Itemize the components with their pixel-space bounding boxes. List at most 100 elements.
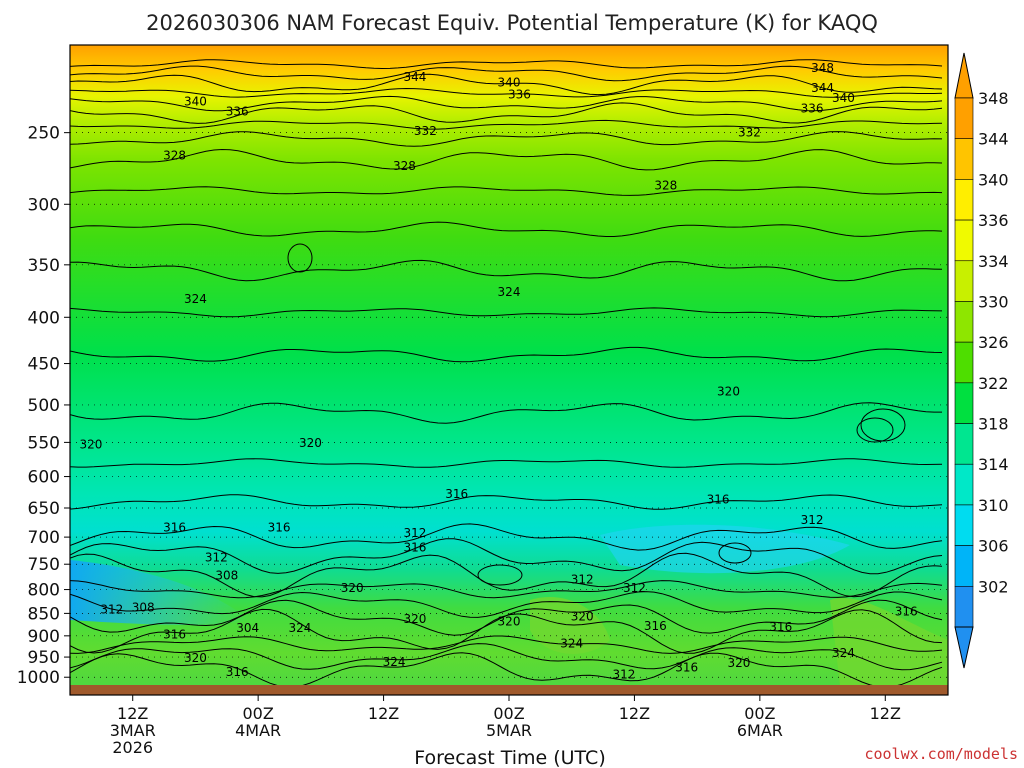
- svg-text:328: 328: [393, 159, 416, 173]
- colorbar-swatch: [954, 463, 974, 506]
- svg-text:316: 316: [403, 541, 426, 555]
- contour-label: 336: [508, 88, 531, 102]
- colorbar-swatch: [954, 586, 974, 628]
- svg-text:336: 336: [801, 101, 824, 115]
- x-tick-label: 12Z: [368, 704, 399, 723]
- contour-label: 336: [801, 101, 824, 115]
- colorbar-swatch: [954, 423, 974, 465]
- svg-text:320: 320: [717, 384, 740, 398]
- contour-line: [70, 494, 943, 510]
- svg-text:336: 336: [226, 105, 249, 119]
- contour-line: [70, 307, 943, 318]
- contour-label: 320: [717, 384, 740, 398]
- contour-label: 340: [498, 75, 521, 89]
- y-tick-label: 900: [28, 627, 60, 647]
- svg-text:312: 312: [623, 581, 646, 595]
- contour-label: 324: [498, 285, 521, 299]
- contour-line: [70, 65, 943, 82]
- contour-label: 312: [613, 667, 636, 681]
- y-tick-label: 450: [28, 355, 60, 375]
- contour-label: 312: [623, 581, 646, 595]
- svg-text:344: 344: [403, 70, 426, 84]
- svg-text:320: 320: [299, 436, 322, 450]
- colorbar-bottom-arrow: [954, 626, 974, 669]
- x-tick-label: 5MAR: [486, 721, 532, 740]
- contour-label: 316: [644, 619, 667, 633]
- svg-text:312: 312: [100, 603, 123, 617]
- svg-text:316: 316: [163, 520, 186, 534]
- colorbar-swatch: [954, 504, 974, 546]
- x-tick-label: 00Z: [493, 704, 524, 723]
- contour-loop: [856, 417, 894, 443]
- cold-pool-right: [600, 524, 850, 574]
- svg-text:312: 312: [801, 513, 824, 527]
- svg-text:308: 308: [132, 600, 155, 614]
- contour-line: [70, 102, 943, 124]
- warm-patch-right: [830, 598, 948, 685]
- contour-label: 324: [288, 621, 311, 635]
- colorbar-label: 306: [978, 537, 1009, 556]
- svg-text:316: 316: [268, 520, 291, 534]
- contour-label: 320: [498, 615, 521, 629]
- svg-text:320: 320: [184, 651, 207, 665]
- contour-label: 308: [215, 569, 238, 583]
- contour-line: [70, 635, 943, 654]
- svg-text:316: 316: [895, 605, 918, 619]
- contour-label: 316: [707, 492, 730, 506]
- svg-text:308: 308: [215, 569, 238, 583]
- contour-line: [70, 131, 943, 147]
- contour-label: 332: [738, 126, 761, 140]
- contour-label: 320: [184, 651, 207, 665]
- credit-text: coolwx.com/models: [864, 745, 1018, 763]
- contour-label: 312: [403, 526, 426, 540]
- contour-label: 316: [163, 628, 186, 642]
- colorbar-label: 322: [978, 374, 1009, 393]
- y-tick-label: 650: [28, 499, 60, 519]
- svg-text:328: 328: [654, 179, 677, 193]
- contour-label: 332: [414, 124, 437, 138]
- x-tick-label: 3MAR: [110, 721, 156, 740]
- contour-label: 316: [403, 541, 426, 555]
- colorbar-label: 326: [978, 333, 1009, 352]
- contour-line: [70, 608, 943, 654]
- contour-line: [70, 95, 943, 112]
- contour-line: [70, 59, 943, 70]
- svg-text:324: 324: [184, 292, 207, 306]
- colorbar-label: 344: [978, 130, 1009, 149]
- svg-text:316: 316: [445, 487, 468, 501]
- colorbar-swatch: [954, 260, 974, 302]
- colorbar-swatch: [954, 545, 974, 587]
- contour-label: 340: [184, 95, 207, 109]
- contour-line: [70, 552, 943, 598]
- x-tick-label: 00Z: [744, 704, 775, 723]
- svg-text:324: 324: [288, 621, 311, 635]
- contour-label: 324: [383, 655, 406, 669]
- svg-text:320: 320: [79, 438, 102, 452]
- svg-text:336: 336: [508, 88, 531, 102]
- colorbar-swatch: [954, 341, 974, 384]
- colorbar-swatch: [954, 97, 974, 139]
- y-axis: 250 300 350 400 450 500 550 600 650 700 750 800 850 9…: [17, 124, 70, 688]
- colorbar-label: 340: [978, 170, 1009, 189]
- colorbar-swatch: [954, 301, 974, 343]
- svg-text:324: 324: [560, 637, 583, 651]
- contour-label: 316: [445, 487, 468, 501]
- svg-text:316: 316: [707, 492, 730, 506]
- svg-text:316: 316: [226, 665, 249, 679]
- x-axis-title: Forecast Time (UTC): [414, 747, 605, 768]
- svg-text:312: 312: [403, 526, 426, 540]
- y-tick-label: 1000: [17, 668, 60, 688]
- svg-text:320: 320: [571, 610, 594, 624]
- colorbar-label: 334: [978, 252, 1009, 271]
- contour-line: [70, 87, 943, 98]
- x-tick-label: 00Z: [242, 704, 273, 723]
- contour-line: [70, 346, 943, 363]
- svg-text:320: 320: [727, 656, 750, 670]
- contour-label: 320: [571, 610, 594, 624]
- contour-label: 316: [675, 660, 698, 674]
- contour-line: [70, 148, 943, 171]
- x-tick-label: 12Z: [870, 704, 901, 723]
